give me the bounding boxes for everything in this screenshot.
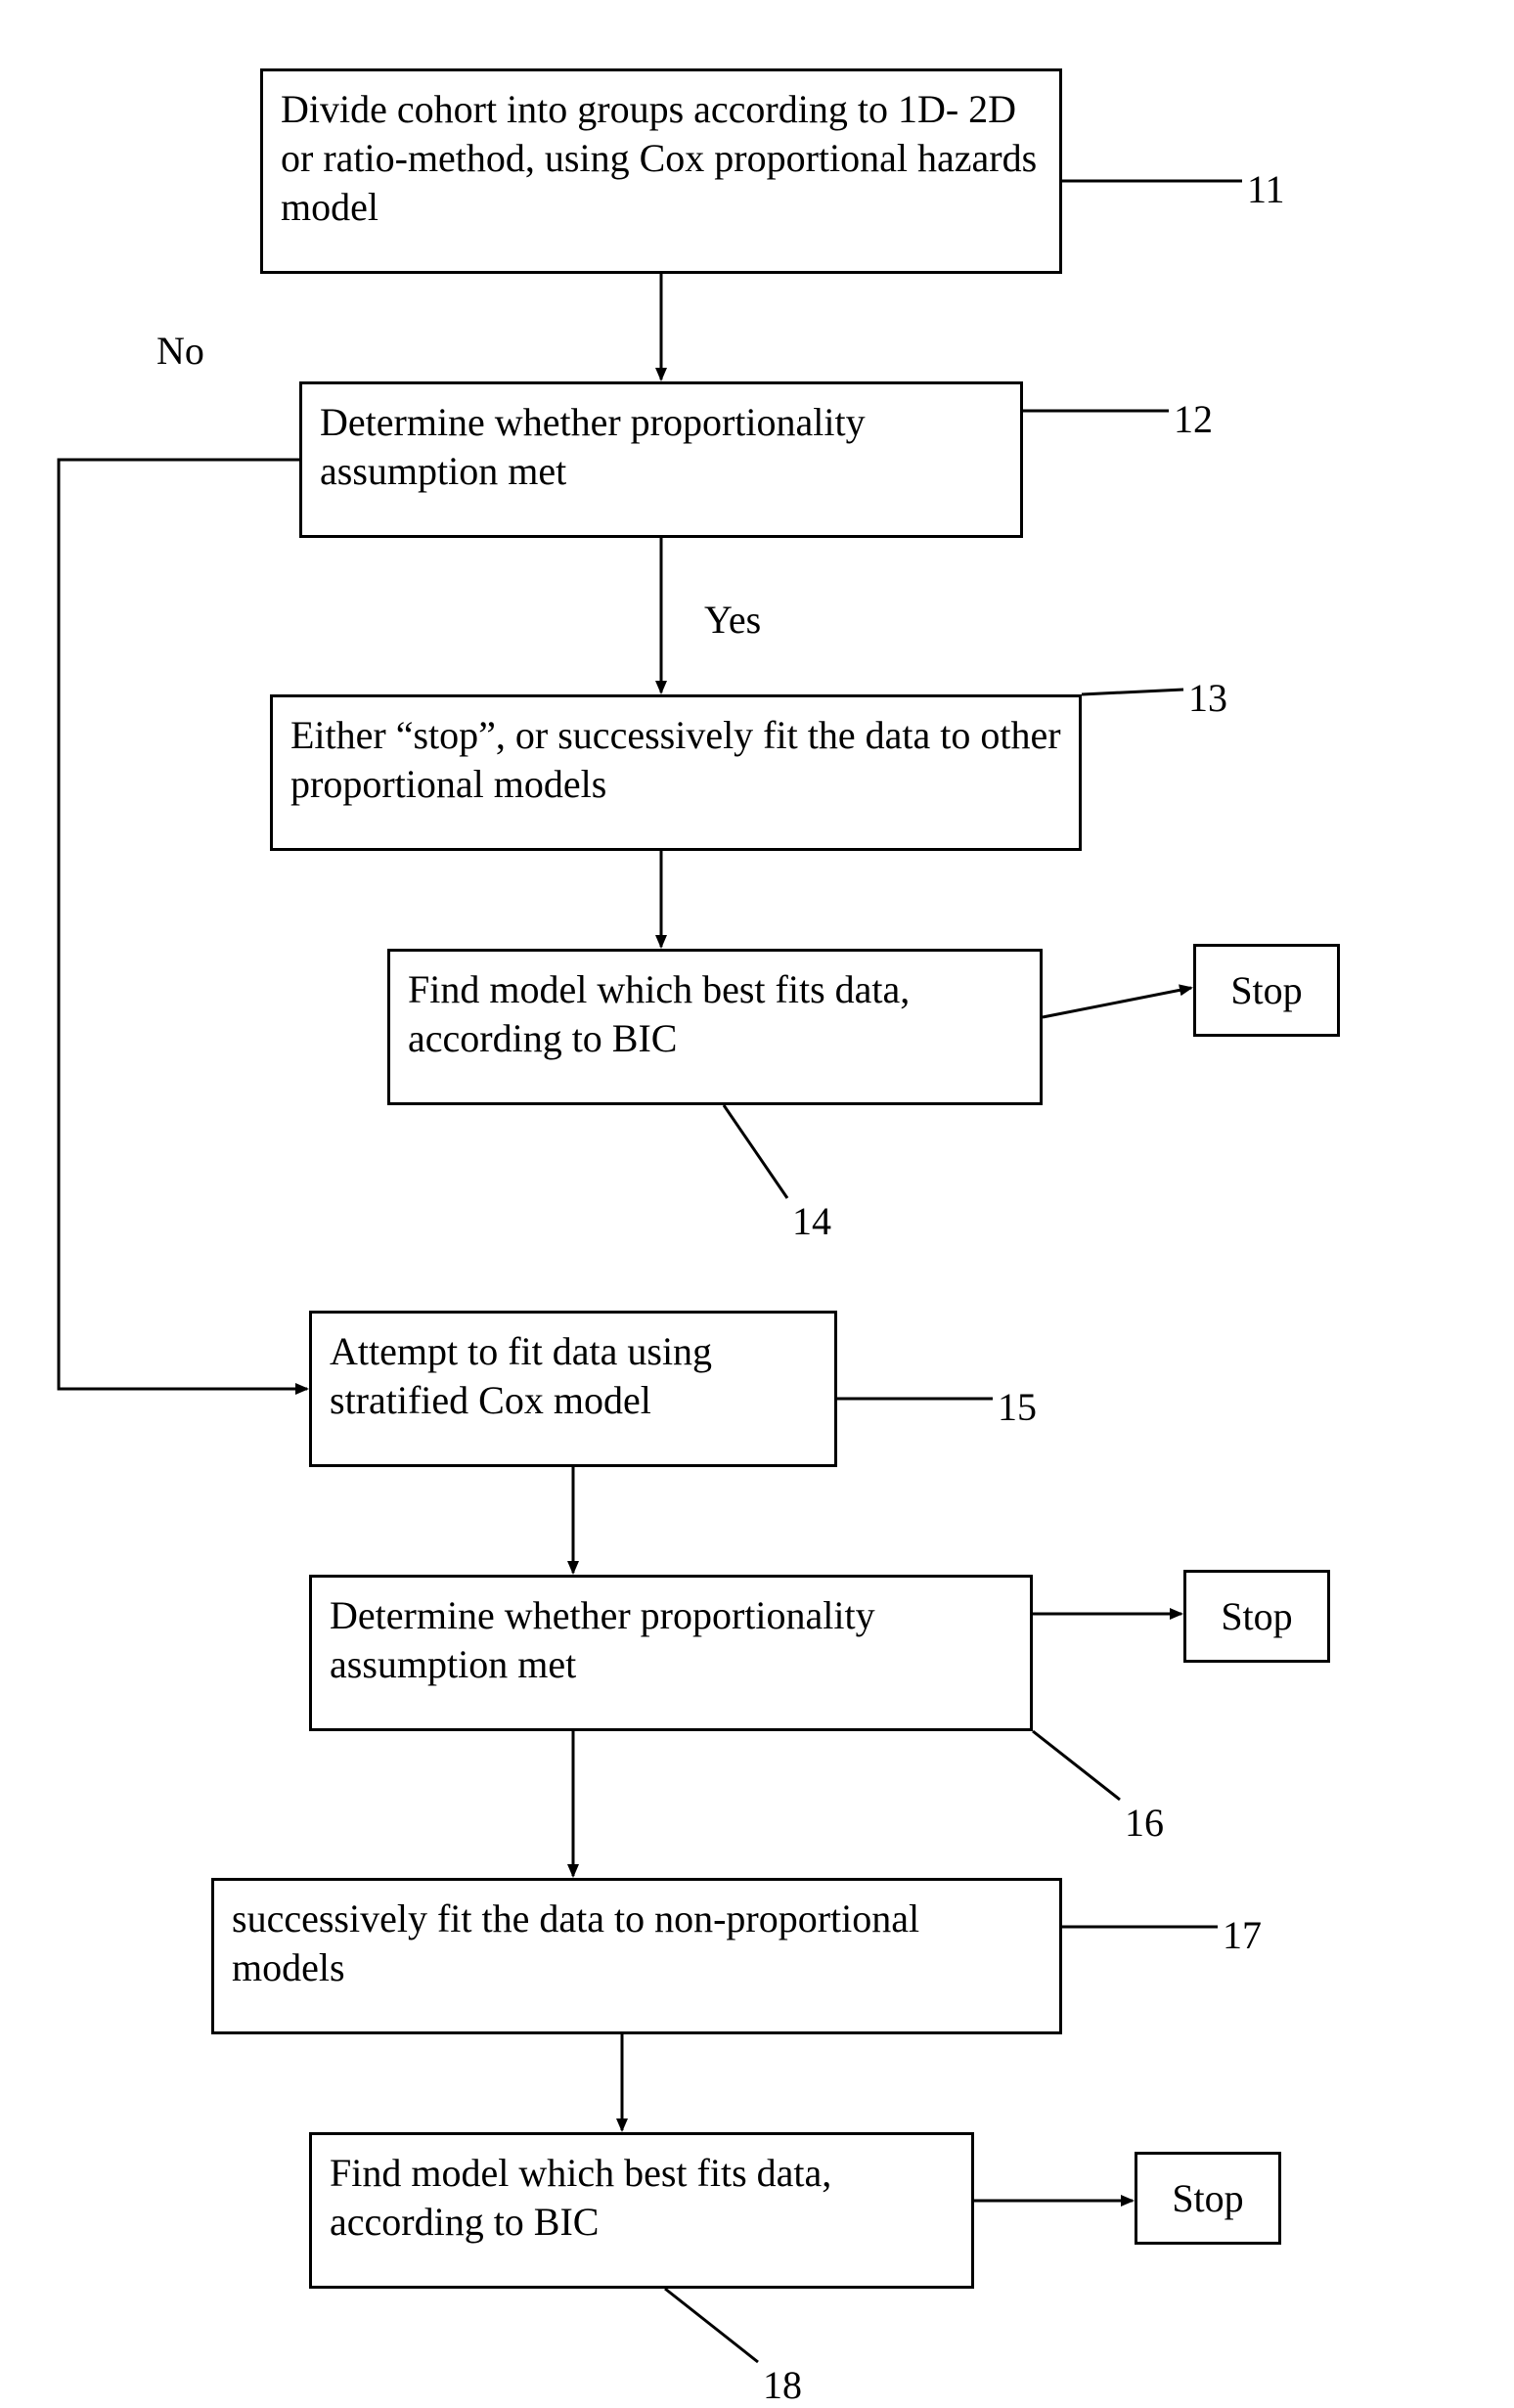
node-stop-or-fit-proportional: Either “stop”, or successively fit the d… [270, 694, 1082, 851]
ref-number-11: 11 [1247, 166, 1285, 212]
node-best-fit-bic-2: Find model which best fits data, accordi… [309, 2132, 974, 2289]
ref-number-16: 16 [1125, 1800, 1164, 1846]
node-fit-nonproportional: successively fit the data to non-proport… [211, 1878, 1062, 2034]
node-text: Divide cohort into groups according to 1… [281, 85, 1042, 232]
node-text: Stop [1172, 2174, 1243, 2223]
node-best-fit-bic-1: Find model which best fits data, accordi… [387, 949, 1043, 1105]
node-text: Attempt to fit data using stratified Cox… [330, 1327, 817, 1425]
ref-number-15: 15 [998, 1384, 1037, 1430]
node-stop-1: Stop [1193, 944, 1340, 1037]
edge-label-no: No [156, 328, 204, 374]
node-text: successively fit the data to non-proport… [232, 1895, 1042, 1992]
node-stop-3: Stop [1135, 2152, 1281, 2245]
node-text: Find model which best fits data, accordi… [330, 2149, 954, 2247]
node-text: Stop [1230, 966, 1302, 1015]
node-text: Find model which best fits data, accordi… [408, 965, 1022, 1063]
node-text: Either “stop”, or successively fit the d… [290, 711, 1061, 809]
node-divide-cohort: Divide cohort into groups according to 1… [260, 68, 1062, 274]
node-stratified-cox: Attempt to fit data using stratified Cox… [309, 1311, 837, 1467]
node-text: Determine whether proportionality assump… [330, 1591, 1012, 1689]
edge-label-yes: Yes [704, 597, 761, 643]
ref-number-13: 13 [1188, 675, 1227, 721]
ref-number-14: 14 [792, 1198, 831, 1244]
node-text: Determine whether proportionality assump… [320, 398, 1002, 496]
node-proportionality-check-2: Determine whether proportionality assump… [309, 1575, 1033, 1731]
ref-number-18: 18 [763, 2362, 802, 2408]
node-proportionality-check-1: Determine whether proportionality assump… [299, 381, 1023, 538]
ref-number-12: 12 [1174, 396, 1213, 442]
node-stop-2: Stop [1183, 1570, 1330, 1663]
ref-number-17: 17 [1223, 1912, 1262, 1958]
node-text: Stop [1221, 1592, 1292, 1641]
flowchart-connectors [0, 0, 1514, 2402]
